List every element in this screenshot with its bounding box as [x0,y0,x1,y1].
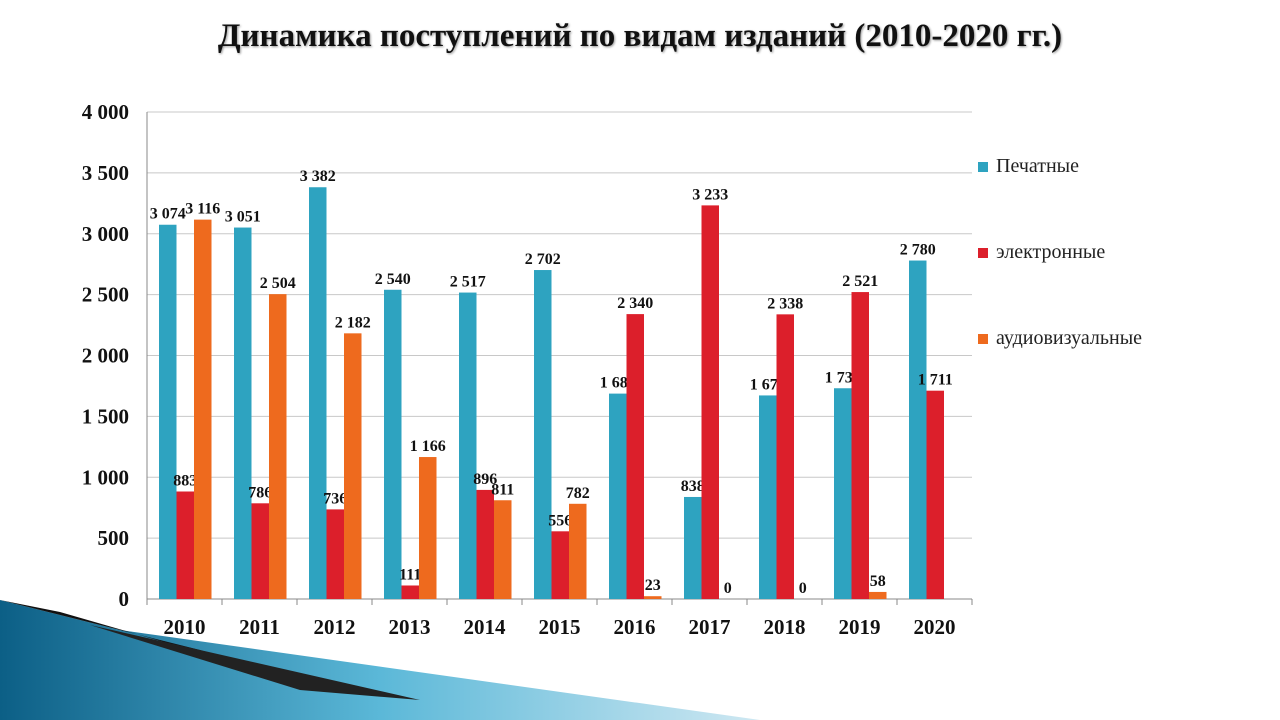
data-label: 2 340 [617,295,653,312]
bar-1 [926,390,944,599]
data-label: 3 382 [300,168,336,185]
bar-1 [701,205,719,599]
chart-title: Динамика поступлений по видам изданий (2… [217,18,1063,54]
bar-1 [776,314,794,599]
bar-0 [234,227,252,599]
data-label: 1 711 [918,372,953,389]
bar-1 [476,489,494,599]
bar-0 [759,395,777,599]
x-tick-label: 2014 [464,615,507,639]
bar-1 [551,531,569,599]
data-label: 111 [399,566,421,583]
x-tick-label: 2017 [689,615,731,639]
bar-2 [494,500,512,599]
y-tick-label: 0 [119,587,130,611]
legend-swatch [978,334,988,345]
data-label: 3 233 [692,186,728,203]
legend-swatch [978,248,988,259]
data-label: 23 [645,577,661,594]
data-label: 786 [248,484,272,501]
bar-1 [401,585,419,599]
data-label: 2 504 [260,275,296,292]
bar-0 [834,388,852,599]
bar-2 [344,333,362,599]
data-label: 3 074 [150,206,186,223]
y-tick-label: 2 500 [82,283,129,307]
data-label: 883 [173,472,197,489]
data-label: 896 [473,471,497,488]
x-tick-label: 2020 [914,615,956,639]
bar-1 [251,503,269,599]
x-tick-label: 2013 [389,615,431,639]
data-label: 0 [724,580,732,597]
data-label: 58 [870,573,886,590]
legend-label: электронные [996,241,1106,263]
bar-2 [419,457,437,599]
bar-0 [909,260,927,599]
bar-1 [851,292,869,599]
data-label: 2 338 [767,295,803,312]
bar-1 [626,314,644,599]
legend-item-pechatnye: Печатные [978,155,1079,178]
legend-item-elektronnye: электронные [978,241,1105,264]
x-tick-label: 2011 [239,615,280,639]
data-label: 2 517 [450,274,486,291]
bar-0 [159,224,177,600]
y-tick-label: 1 500 [82,404,129,428]
bar-2 [569,503,587,599]
y-tick-label: 2 000 [82,344,129,368]
x-tick-label: 2012 [314,615,356,639]
bar-0 [684,496,702,599]
legend-item-audio: аудиовизуальные [978,327,1142,350]
data-label: 1 166 [410,438,446,455]
bar-0 [609,393,627,599]
data-label: 2 780 [900,242,936,259]
bar-0 [309,187,327,599]
legend-swatch [978,162,988,173]
data-label: 0 [799,580,807,597]
y-tick-label: 500 [98,526,130,550]
x-tick-label: 2018 [764,615,806,639]
data-label: 2 540 [375,271,411,288]
bar-2 [269,294,287,599]
data-label: 3 051 [225,209,261,226]
y-tick-label: 1 000 [82,465,129,489]
bar-2 [869,591,887,599]
bar-1 [326,509,344,599]
y-tick-label: 3 500 [82,161,129,185]
x-tick-label: 2010 [164,615,206,639]
data-label: 3 116 [185,201,220,218]
bar-0 [534,270,552,599]
y-tick-label: 3 000 [82,222,129,246]
legend-label: Печатные [996,155,1079,177]
bar-2 [194,219,212,599]
bar-1 [176,491,194,599]
data-label: 2 182 [335,314,371,331]
y-tick-label: 4 000 [82,100,129,124]
data-label: 838 [681,478,705,495]
data-label: 2 521 [842,273,878,290]
data-label: 556 [548,512,572,529]
x-tick-label: 2016 [614,615,656,639]
bar-2 [644,596,662,599]
bar-0 [459,292,477,599]
data-label: 811 [491,481,514,498]
data-label: 782 [566,485,590,502]
legend-label: аудиовизуальные [996,327,1143,349]
bar-0 [384,289,402,599]
x-tick-label: 2019 [839,615,881,639]
data-label: 2 702 [525,251,561,268]
data-label: 736 [323,490,347,507]
x-tick-label: 2015 [539,615,581,639]
